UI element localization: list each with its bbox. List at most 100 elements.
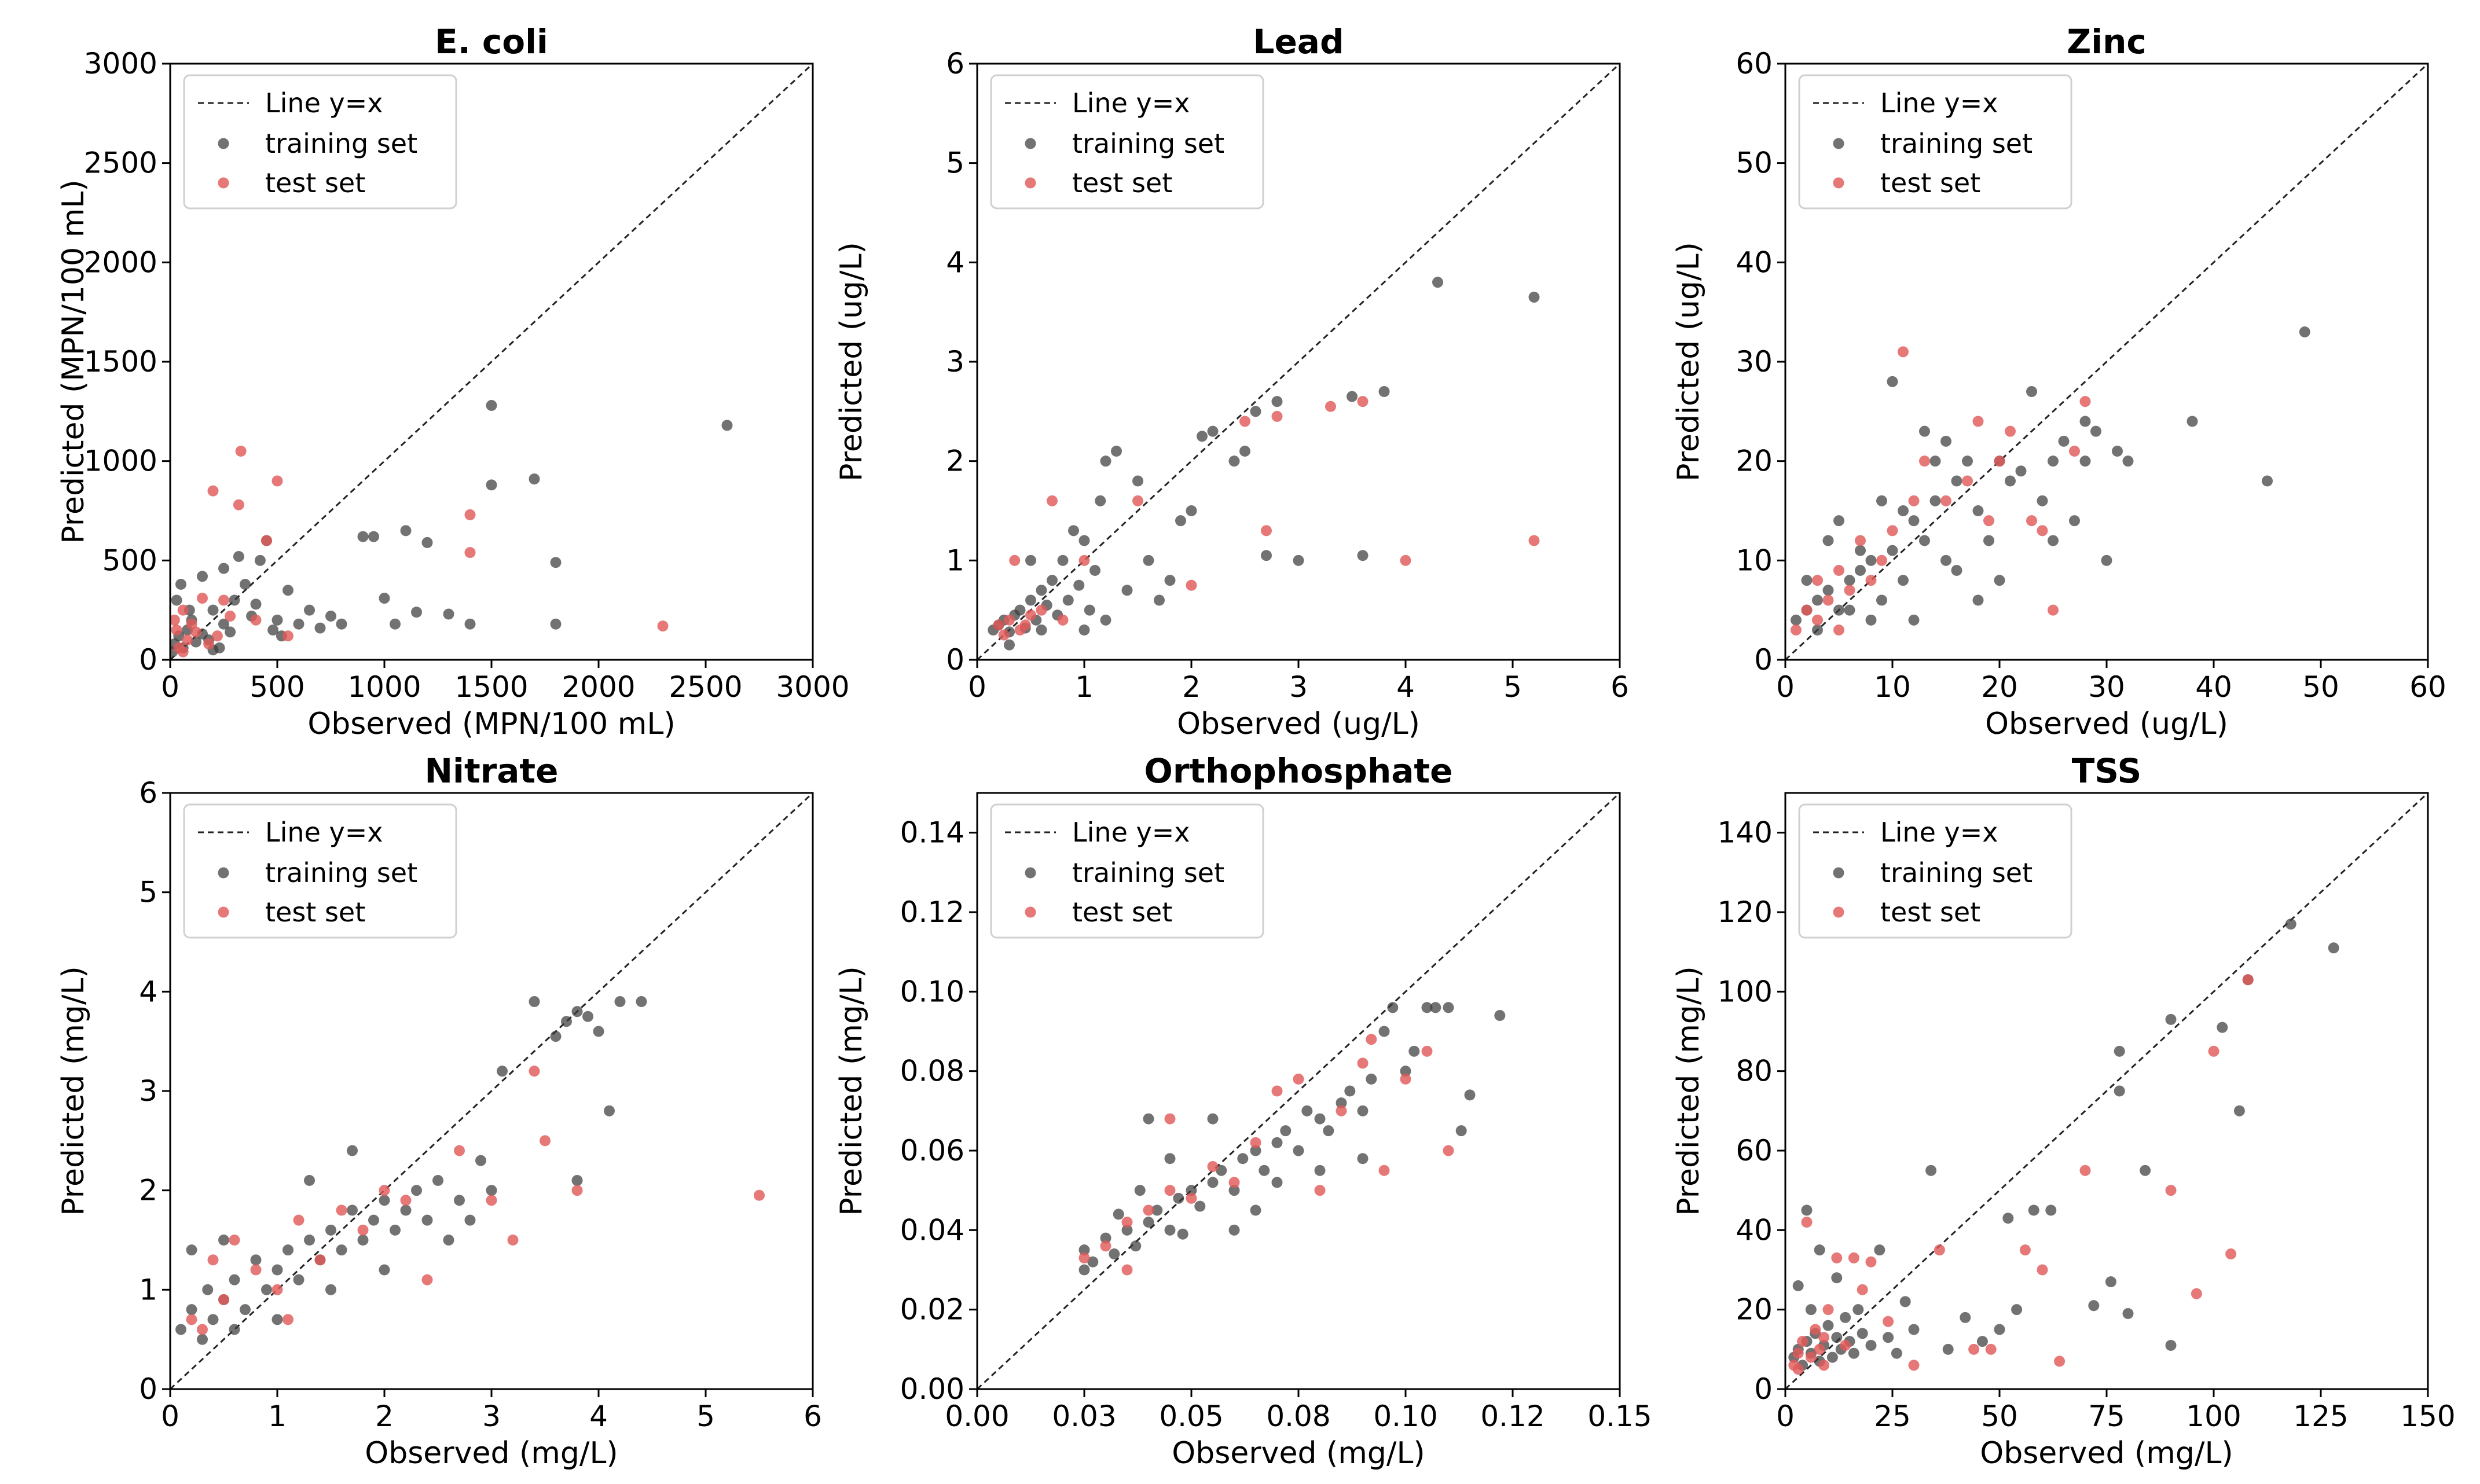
series-test-set <box>1078 1034 1454 1276</box>
training-point <box>1899 1296 1911 1307</box>
training-point <box>2233 1105 2245 1116</box>
x-tick-label: 2500 <box>669 670 742 704</box>
training-point <box>1293 554 1304 566</box>
test-point <box>1336 1105 1347 1116</box>
series-test-set <box>993 396 1540 641</box>
x-tick-label: 5 <box>696 1399 715 1433</box>
training-point <box>1840 1312 1851 1323</box>
training-point <box>1089 565 1100 576</box>
test-point <box>1983 515 1994 527</box>
y-tick-label: 6 <box>139 776 157 810</box>
training-point <box>571 1175 583 1186</box>
training-point <box>411 607 422 618</box>
legend-marker-training <box>218 867 229 879</box>
training-point <box>1121 585 1133 596</box>
legend-label-line: Line y=x <box>265 87 383 119</box>
training-point <box>464 618 476 630</box>
training-point <box>1121 1224 1133 1236</box>
test-point <box>1908 495 1920 506</box>
legend: Line y=x training set test set <box>990 74 1264 210</box>
training-point <box>2101 554 2112 566</box>
x-tick-label: 0 <box>161 670 179 704</box>
test-point <box>1357 1057 1369 1069</box>
y-tick-label: 0.12 <box>900 895 964 929</box>
training-point <box>1344 1085 1356 1097</box>
training-point <box>304 604 315 616</box>
legend-label-test: test set <box>265 167 365 199</box>
test-point <box>2079 1165 2091 1176</box>
test-point <box>272 1284 283 1295</box>
x-tick-label: 1 <box>268 1399 287 1433</box>
training-point <box>1455 1125 1467 1137</box>
training-point <box>240 1304 251 1316</box>
training-point <box>1177 1228 1188 1240</box>
legend-marker-training <box>218 138 229 149</box>
training-point <box>1528 291 1540 303</box>
training-point <box>1130 1240 1142 1252</box>
legend-label-training: training set <box>1880 857 2033 888</box>
training-point <box>2165 1013 2177 1025</box>
training-point <box>229 1324 240 1335</box>
training-point <box>1857 1328 1868 1339</box>
training-point <box>1972 505 1984 516</box>
y-tick-label: 0.10 <box>900 975 964 1008</box>
training-point <box>304 1175 315 1186</box>
training-point <box>1301 1105 1313 1116</box>
training-point <box>1432 277 1443 288</box>
training-point <box>379 1195 390 1206</box>
training-point <box>218 618 229 630</box>
series-training-set <box>175 996 647 1345</box>
y-tick-label: 0.06 <box>900 1134 964 1167</box>
training-point <box>1942 1343 1954 1355</box>
y-tick-label: 0 <box>1754 1372 1773 1406</box>
training-point <box>1812 625 1823 636</box>
y-tick-label: 1500 <box>84 345 157 379</box>
test-point <box>1004 614 1015 626</box>
series-test-set <box>186 1066 765 1335</box>
test-point <box>2005 425 2016 437</box>
training-point <box>1357 1153 1369 1165</box>
x-tick-label: 0.05 <box>1159 1399 1223 1433</box>
test-point <box>2242 974 2254 986</box>
training-point <box>2048 535 2059 546</box>
test-point <box>182 634 193 646</box>
training-point <box>1925 1165 1937 1176</box>
test-point <box>1865 575 1877 586</box>
y-tick-label: 0 <box>139 1372 157 1406</box>
training-point <box>1855 565 1866 576</box>
test-point <box>657 620 669 632</box>
test-point <box>170 614 180 626</box>
training-point <box>1822 585 1834 596</box>
training-point <box>390 1224 401 1236</box>
training-point <box>325 610 336 622</box>
training-point <box>1430 1002 1441 1013</box>
training-point <box>486 1185 497 1196</box>
y-tick-label: 2500 <box>84 146 157 180</box>
training-point <box>2328 942 2339 954</box>
x-tick-label: 100 <box>2186 1399 2241 1433</box>
training-point <box>218 563 229 574</box>
panel-title: Zinc <box>2067 22 2147 61</box>
panel-1: E. coli 0 500 1000 1500 2000 2500 3000 0 500 1000 1… <box>56 22 850 741</box>
training-point <box>1972 594 1984 606</box>
training-point <box>1164 575 1176 586</box>
y-tick-label: 40 <box>1736 245 1773 279</box>
training-point <box>443 1235 454 1246</box>
training-point <box>1237 1153 1249 1165</box>
test-point <box>2026 515 2037 527</box>
y-tick-label: 0.14 <box>900 816 964 850</box>
training-point <box>421 1214 433 1226</box>
test-point <box>1121 1217 1133 1228</box>
legend-label-test: test set <box>1072 167 1172 199</box>
training-point <box>1228 1224 1240 1236</box>
y-tick-label: 120 <box>1718 895 1773 929</box>
training-point <box>1271 1137 1283 1148</box>
test-point <box>2225 1248 2237 1260</box>
test-point <box>1848 1252 1859 1263</box>
training-point <box>1154 594 1165 606</box>
test-point <box>1822 594 1834 606</box>
test-point <box>177 604 189 616</box>
test-point <box>272 475 283 487</box>
test-point <box>754 1189 765 1201</box>
y-tick-label: 1 <box>946 543 964 577</box>
